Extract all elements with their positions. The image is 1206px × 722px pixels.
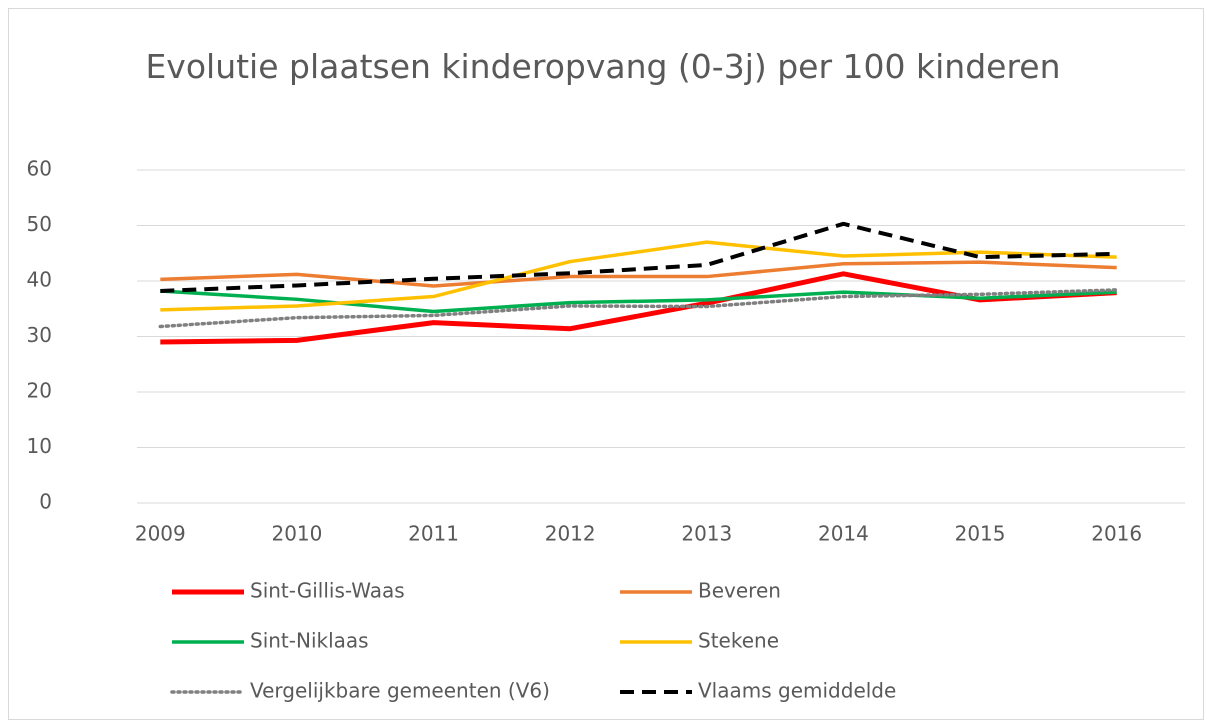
legend-label: Beveren <box>698 579 781 603</box>
x-tick-label: 2013 <box>681 522 732 546</box>
legend-label: Sint-Gillis-Waas <box>250 579 405 603</box>
x-tick-label: 2010 <box>271 522 322 546</box>
x-tick-label: 2016 <box>1091 522 1142 546</box>
chart-frame <box>8 8 1204 720</box>
series-line <box>160 221 1117 293</box>
series-line <box>158 288 1119 329</box>
y-tick-label: 20 <box>27 379 52 403</box>
series-line <box>160 260 1117 288</box>
y-tick-label: 0 <box>39 490 52 514</box>
y-tick-label: 10 <box>27 434 52 458</box>
x-tick-label: 2012 <box>545 522 596 546</box>
y-tick-label: 30 <box>27 323 52 347</box>
legend-label: Stekene <box>698 629 779 653</box>
y-tick-label: 40 <box>27 268 52 292</box>
legend-label: Vergelijkbare gemeenten (V6) <box>250 679 550 703</box>
legend-label: Vlaams gemiddelde <box>698 679 896 703</box>
y-tick-label: 60 <box>27 157 52 181</box>
x-tick-label: 2014 <box>818 522 869 546</box>
x-tick-label: 2011 <box>408 522 459 546</box>
x-tick-label: 2015 <box>955 522 1006 546</box>
series-line <box>160 240 1117 312</box>
x-tick-label: 2009 <box>135 522 186 546</box>
series-line <box>160 289 1117 314</box>
chart-title: Evolutie plaatsen kinderopvang (0-3j) pe… <box>145 47 1061 86</box>
legend-label: Sint-Niklaas <box>250 629 369 653</box>
y-tick-label: 50 <box>27 212 52 236</box>
